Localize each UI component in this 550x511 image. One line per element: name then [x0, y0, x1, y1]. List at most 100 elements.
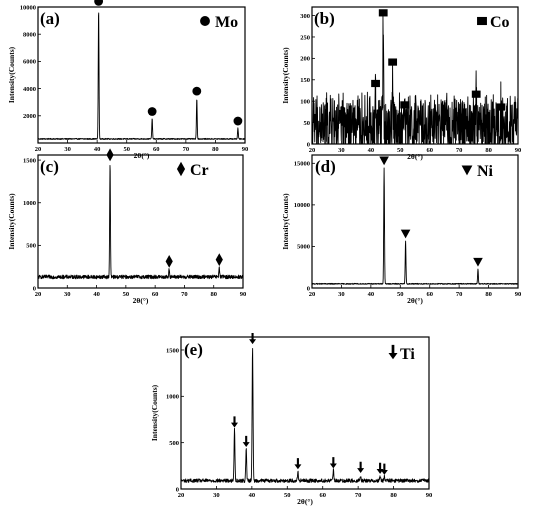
x-tick-label: 60	[319, 492, 326, 499]
x-tick-label: 60	[153, 146, 160, 153]
x-tick-label: 60	[426, 147, 433, 154]
panel-label: (c)	[40, 157, 59, 176]
x-tick-label: 20	[309, 291, 316, 298]
y-tick-label: 4000	[23, 86, 36, 93]
x-tick-label: 40	[368, 291, 375, 298]
x-tick-label: 40	[368, 147, 375, 154]
x-axis-label: 2θ(°)	[133, 296, 149, 305]
arrow-down-peak-icon	[242, 435, 250, 448]
diamond-peak-icon	[165, 254, 173, 268]
diamond-peak-icon	[215, 253, 223, 267]
y-tick-label: 1500	[23, 157, 36, 164]
x-tick-label: 20	[35, 146, 42, 153]
y-tick-label: 1000	[166, 394, 179, 401]
y-tick-label: 1000	[23, 200, 36, 207]
y-tick-label: 500	[169, 440, 179, 447]
square-peak-icon	[378, 9, 388, 17]
plot-frame	[311, 154, 519, 289]
triangle-down-legend-icon	[461, 165, 473, 176]
y-tick-label: 500	[26, 243, 36, 250]
circle-legend-icon	[200, 16, 210, 26]
xrd-panel-1: 20 30 40 50 60 70 80 902000400060008000100002θ(…	[7, 0, 248, 160]
arrow-down-peak-icon	[380, 463, 388, 475]
panel-label: (d)	[315, 157, 336, 176]
x-tick-label: 50	[123, 291, 130, 298]
y-axis-label: Intensity(Counts)	[281, 193, 290, 250]
plot-frame	[37, 6, 246, 144]
triangle-down-peak-icon	[473, 257, 483, 267]
legend-label: Cr	[190, 162, 209, 179]
plot-frame	[37, 154, 244, 289]
x-tick-label: 80	[212, 146, 219, 153]
x-tick-label: 30	[64, 291, 71, 298]
y-tick-label: 150	[300, 77, 310, 84]
xrd-trace	[37, 164, 244, 280]
x-tick-label: 80	[210, 291, 217, 298]
y-axis-label: Intensity(Counts)	[150, 384, 159, 441]
y-tick-label: 50	[304, 120, 311, 127]
square-legend-icon	[477, 16, 487, 26]
y-tick-label: 200	[300, 56, 310, 63]
y-tick-label: 1500	[166, 347, 179, 354]
x-tick-label: 60	[426, 291, 433, 298]
x-tick-label: 50	[284, 492, 291, 499]
x-tick-label: 40	[249, 492, 256, 499]
legend-label: Mo	[215, 14, 238, 31]
square-peak-icon	[496, 103, 506, 111]
xrd-trace	[180, 347, 430, 483]
x-axis-label: 2θ(°)	[407, 152, 423, 161]
y-tick-label: 8000	[23, 32, 36, 39]
x-tick-label: 70	[456, 147, 463, 154]
x-tick-label: 90	[426, 492, 433, 499]
circle-peak-icon	[94, 0, 104, 6]
x-tick-label: 30	[64, 146, 71, 153]
x-tick-label: 30	[338, 291, 345, 298]
panel-label: (b)	[314, 9, 335, 28]
xrd-panel-2: 20 30 40 50 60 70 80 90 0 50 100 150 200 250 300 2θ(°) I…	[281, 6, 522, 161]
y-tick-label: 100	[300, 98, 310, 105]
panel-label: (e)	[184, 340, 203, 359]
x-axis-label: 2θ(°)	[297, 497, 313, 506]
y-tick-label: 0	[176, 486, 179, 493]
panel-label: (a)	[40, 9, 60, 28]
legend-label: Co	[490, 14, 510, 31]
diamond-peak-icon	[106, 148, 114, 162]
triangle-down-peak-icon	[400, 229, 411, 239]
y-tick-label: 0	[307, 285, 310, 292]
y-axis-label: Intensity(Counts)	[7, 193, 16, 250]
xrd-trace	[37, 12, 246, 140]
x-tick-label: 50	[397, 147, 404, 154]
legend-label: Ti	[400, 346, 415, 363]
x-tick-label: 90	[242, 146, 249, 153]
x-tick-label: 70	[355, 492, 362, 499]
legend-label: Ni	[477, 163, 494, 180]
xrd-trace	[311, 13, 519, 145]
x-tick-label: 20	[35, 291, 42, 298]
x-tick-label: 50	[397, 291, 404, 298]
xrd-panel-3: 20 30 40 50 60 70 80 90 0 500 1000 1500 2θ(°) Intensi…	[7, 148, 246, 305]
xrd-panel-4: 20 30 40 50 60 70 80 90 0 5000 10000 15000 2θ(°) Inte…	[281, 154, 521, 305]
circle-peak-icon	[147, 107, 157, 116]
triangle-down-peak-icon	[379, 156, 389, 166]
x-tick-label: 80	[390, 492, 397, 499]
y-tick-label: 10000	[294, 202, 310, 209]
x-tick-label: 80	[485, 291, 492, 298]
arrow-down-peak-icon	[294, 458, 302, 470]
x-tick-label: 70	[456, 291, 463, 298]
arrow-down-peak-icon	[230, 416, 238, 428]
y-tick-label: 10000	[20, 4, 36, 11]
y-tick-label: 6000	[23, 59, 36, 66]
y-tick-label: 300	[300, 13, 310, 20]
x-tick-label: 80	[485, 147, 492, 154]
y-axis-label: Intensity(Counts)	[7, 46, 16, 103]
arrow-down-peak-icon	[357, 461, 365, 473]
x-tick-label: 40	[94, 146, 101, 153]
x-tick-label: 40	[93, 291, 100, 298]
x-tick-label: 90	[515, 147, 522, 154]
y-tick-label: 2000	[23, 113, 36, 120]
y-axis-label: Intensity(Counts)	[281, 47, 290, 104]
square-peak-icon	[400, 101, 410, 109]
y-tick-label: 250	[300, 34, 310, 41]
y-tick-label: 15000	[294, 161, 310, 168]
